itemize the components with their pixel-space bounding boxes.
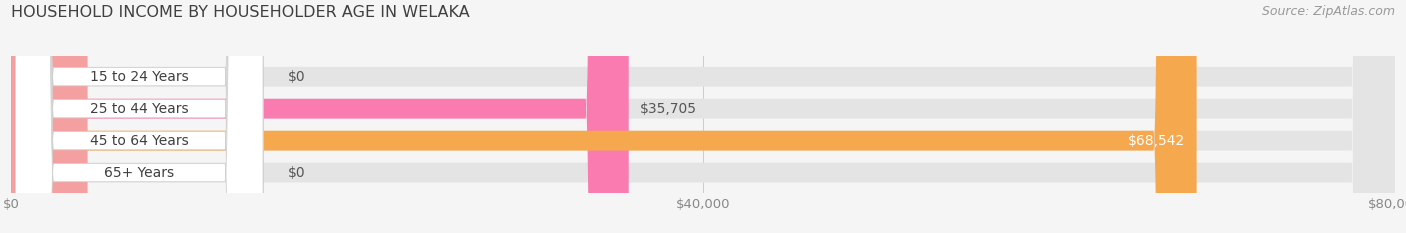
- Text: 65+ Years: 65+ Years: [104, 166, 174, 180]
- FancyBboxPatch shape: [11, 0, 87, 233]
- Text: 25 to 44 Years: 25 to 44 Years: [90, 102, 188, 116]
- Text: HOUSEHOLD INCOME BY HOUSEHOLDER AGE IN WELAKA: HOUSEHOLD INCOME BY HOUSEHOLDER AGE IN W…: [11, 5, 470, 20]
- Text: $0: $0: [288, 70, 305, 84]
- FancyBboxPatch shape: [15, 0, 263, 233]
- Text: $0: $0: [288, 166, 305, 180]
- FancyBboxPatch shape: [15, 0, 263, 233]
- Text: $68,542: $68,542: [1128, 134, 1185, 148]
- FancyBboxPatch shape: [15, 0, 263, 233]
- FancyBboxPatch shape: [11, 0, 628, 233]
- Text: 15 to 24 Years: 15 to 24 Years: [90, 70, 188, 84]
- FancyBboxPatch shape: [11, 0, 1197, 233]
- FancyBboxPatch shape: [11, 0, 87, 233]
- FancyBboxPatch shape: [11, 0, 1395, 233]
- Text: $35,705: $35,705: [640, 102, 697, 116]
- FancyBboxPatch shape: [15, 0, 263, 233]
- FancyBboxPatch shape: [11, 0, 1395, 233]
- FancyBboxPatch shape: [11, 0, 1395, 233]
- Text: 45 to 64 Years: 45 to 64 Years: [90, 134, 188, 148]
- Text: Source: ZipAtlas.com: Source: ZipAtlas.com: [1261, 5, 1395, 18]
- FancyBboxPatch shape: [11, 0, 1395, 233]
